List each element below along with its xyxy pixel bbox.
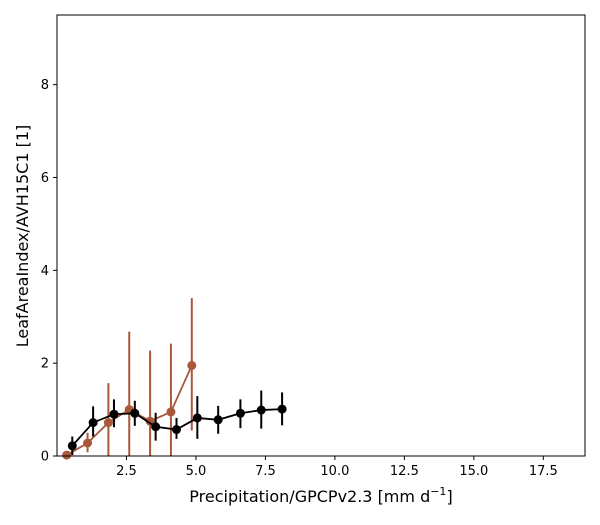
data-point bbox=[277, 404, 287, 414]
plot-frame bbox=[56, 14, 586, 457]
x-tick-label: 2.5 bbox=[116, 464, 137, 479]
data-point bbox=[256, 405, 266, 415]
series-2 bbox=[67, 390, 287, 456]
series-layer bbox=[62, 298, 287, 460]
data-point bbox=[83, 438, 93, 448]
y-axis-label: LeafAreaIndex/AVH15C1 [1] bbox=[13, 125, 32, 348]
data-point bbox=[192, 413, 202, 423]
y-tick-label: 0 bbox=[41, 450, 49, 465]
x-axis-label: Precipitation/GPCPv2.3 [mm d−1] bbox=[189, 485, 452, 506]
data-point bbox=[151, 422, 161, 432]
x-tick-label: 10.0 bbox=[320, 464, 349, 479]
x-tick-label: 5.0 bbox=[186, 464, 207, 479]
x-axis-ticks: 2.5 5.0 7.5 10.0 12.5 15.0 17.5 bbox=[116, 456, 558, 479]
data-point bbox=[62, 450, 72, 460]
x-axis-label-exponent: −1 bbox=[430, 485, 446, 498]
y-tick-label: 6 bbox=[41, 171, 49, 186]
data-point bbox=[171, 425, 181, 435]
data-point bbox=[145, 416, 155, 426]
plot-area bbox=[57, 15, 585, 456]
x-tick-label: 12.5 bbox=[390, 464, 419, 479]
data-point bbox=[213, 415, 223, 425]
x-tick-label: 15.0 bbox=[459, 464, 488, 479]
y-tick-label: 2 bbox=[41, 357, 49, 372]
x-tick-label: 7.5 bbox=[255, 464, 276, 479]
data-point bbox=[103, 418, 113, 428]
y-axis-ticks: 0 2 4 6 8 bbox=[41, 78, 57, 465]
data-point bbox=[235, 408, 245, 418]
data-point bbox=[166, 407, 176, 417]
y-tick-label: 4 bbox=[41, 264, 49, 279]
data-point bbox=[130, 408, 140, 418]
data-point bbox=[67, 441, 77, 451]
data-point bbox=[109, 409, 119, 419]
x-tick-label: 17.5 bbox=[529, 464, 558, 479]
data-point bbox=[88, 418, 98, 428]
x-axis-label-main: Precipitation/GPCPv2.3 [mm d bbox=[189, 487, 430, 506]
x-axis-label-end: ] bbox=[446, 487, 452, 506]
y-tick-label: 8 bbox=[41, 78, 49, 93]
data-point bbox=[187, 360, 197, 370]
